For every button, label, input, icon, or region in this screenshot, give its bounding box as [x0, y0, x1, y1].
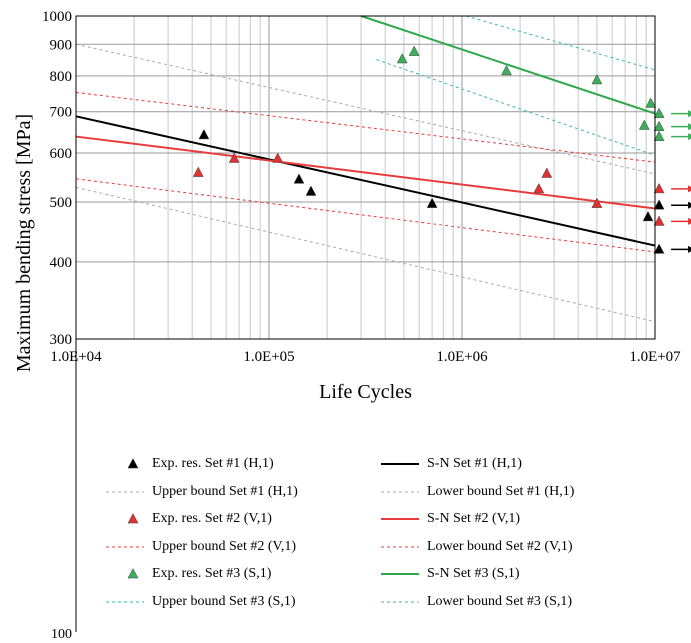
- data-point-triangle: [653, 182, 665, 194]
- legend-label: Exp. res. Set #2 (V,1): [152, 511, 272, 526]
- data-point-triangle: [653, 199, 665, 210]
- legend-line-icon: [106, 491, 144, 492]
- runout-arrowhead: [688, 110, 691, 118]
- legend-label: Lower bound Set #2 (V,1): [427, 538, 573, 554]
- legend-line-icon: [381, 601, 419, 602]
- data-point-triangle: [645, 97, 657, 108]
- y-tick-label: 300: [50, 332, 73, 348]
- legend-label: S-N Set #1 (H,1): [427, 456, 522, 471]
- data-point-triangle: [293, 173, 305, 184]
- data-point-triangle: [408, 45, 420, 56]
- legend-triangle-icon: [127, 513, 139, 524]
- y-tick-label: 800: [50, 69, 73, 85]
- legend-label: Upper bound Set #1 (H,1): [152, 483, 298, 499]
- legend-marker: [127, 458, 139, 469]
- x-axis-label: Life Cycles: [319, 381, 412, 403]
- y-tick-label-100: 100: [51, 627, 72, 642]
- data-point-triangle: [426, 197, 438, 208]
- legend-entry: Lower bound Set #3 (S,1): [375, 591, 572, 613]
- legend-entry: S-N Set #3 (S,1): [375, 563, 520, 585]
- y-tick-label: 600: [50, 146, 73, 162]
- legend-entry: Upper bound Set #1 (H,1): [100, 481, 298, 503]
- data-point-triangle: [591, 197, 603, 208]
- legend-label: S-N Set #3 (S,1): [427, 566, 520, 581]
- legend-entry: Exp. res. Set #3 (S,1): [100, 563, 271, 585]
- legend-line-icon: [381, 573, 419, 575]
- legend-label: Exp. res. Set #1 (H,1): [152, 456, 274, 471]
- data-point-triangle: [541, 167, 553, 178]
- data-point-triangle: [653, 243, 665, 254]
- runout-arrowhead: [688, 123, 691, 131]
- series-line: [75, 186, 656, 323]
- legend-entry: Lower bound Set #2 (V,1): [375, 536, 573, 558]
- legend-entry: Exp. res. Set #2 (V,1): [100, 508, 272, 530]
- legend-label: Lower bound Set #1 (H,1): [427, 483, 575, 499]
- y-axis-label: Maximum bending stress [MPa]: [13, 114, 35, 372]
- legend-entry: Exp. res. Set #1 (H,1): [100, 453, 274, 475]
- data-point-triangle: [653, 215, 665, 226]
- series-line: [75, 135, 656, 210]
- plot-frame: [75, 15, 656, 340]
- legend-label: S-N Set #2 (V,1): [427, 511, 521, 526]
- runout-arrowhead: [688, 217, 691, 225]
- data-point-triangle: [192, 166, 204, 177]
- runout-arrowhead: [688, 185, 691, 193]
- legend: Exp. res. Set #1 (H,1) S-N Set #1 (H,1) Up…: [100, 447, 660, 639]
- data-point-triangle: [305, 185, 317, 196]
- series-line: [75, 91, 656, 163]
- data-point-triangle: [653, 107, 665, 118]
- legend-label: Exp. res. Set #3 (S,1): [152, 566, 272, 581]
- series-line: [75, 115, 656, 247]
- points-layer: [192, 45, 691, 254]
- legend-line-icon: [106, 601, 144, 602]
- data-point-triangle: [501, 64, 512, 76]
- y-tick-label: 400: [50, 255, 73, 271]
- data-point-triangle: [653, 130, 665, 141]
- legend-line-icon: [381, 491, 419, 492]
- legend-triangle-icon: [127, 568, 139, 579]
- legend-entry: Upper bound Set #3 (S,1): [100, 591, 296, 613]
- legend-line-icon: [381, 518, 419, 520]
- y-tick-label: 700: [50, 105, 73, 121]
- x-tick-label: 1.0E+06: [436, 349, 488, 365]
- runout-arrowhead: [688, 201, 691, 209]
- data-point-triangle: [198, 128, 210, 140]
- legend-entry: S-N Set #2 (V,1): [375, 508, 520, 530]
- legend-line-icon: [106, 546, 144, 547]
- legend-triangle-icon: [127, 458, 139, 469]
- series-line: [360, 15, 656, 115]
- y-tick-label: 1000: [42, 9, 72, 25]
- x-tick-label: 1.0E+07: [629, 349, 681, 365]
- data-point-triangle: [396, 53, 408, 64]
- y-tick-label: 500: [50, 195, 73, 211]
- data-point-triangle: [653, 120, 665, 131]
- legend-marker: [127, 568, 139, 579]
- legend-line-icon: [381, 546, 419, 547]
- series-line: [376, 59, 656, 156]
- data-point-triangle: [533, 182, 545, 194]
- legend-marker: [127, 513, 139, 524]
- data-point-triangle: [272, 152, 284, 163]
- runout-arrowhead: [688, 245, 691, 253]
- series-line: [465, 15, 656, 71]
- series-layer: [75, 15, 656, 323]
- data-point-triangle: [228, 152, 240, 163]
- data-point-triangle: [638, 119, 650, 130]
- legend-label: Upper bound Set #2 (V,1): [152, 538, 297, 554]
- runout-arrowhead: [688, 133, 691, 141]
- legend-entry: S-N Set #1 (H,1): [375, 453, 522, 475]
- legend-label: Upper bound Set #3 (S,1): [152, 593, 296, 609]
- legend-label: Lower bound Set #3 (S,1): [427, 593, 573, 609]
- y-tick-label: 900: [50, 37, 73, 53]
- series-line: [75, 43, 656, 175]
- legend-entry: Upper bound Set #2 (V,1): [100, 536, 296, 558]
- legend-entry: Lower bound Set #1 (H,1): [375, 481, 574, 503]
- legend-line-icon: [381, 463, 419, 465]
- series-line: [75, 178, 656, 253]
- grid-lines: [75, 15, 655, 340]
- data-point-triangle: [642, 210, 654, 222]
- data-point-triangle: [591, 73, 603, 85]
- x-tick-label: 1.0E+05: [243, 349, 294, 365]
